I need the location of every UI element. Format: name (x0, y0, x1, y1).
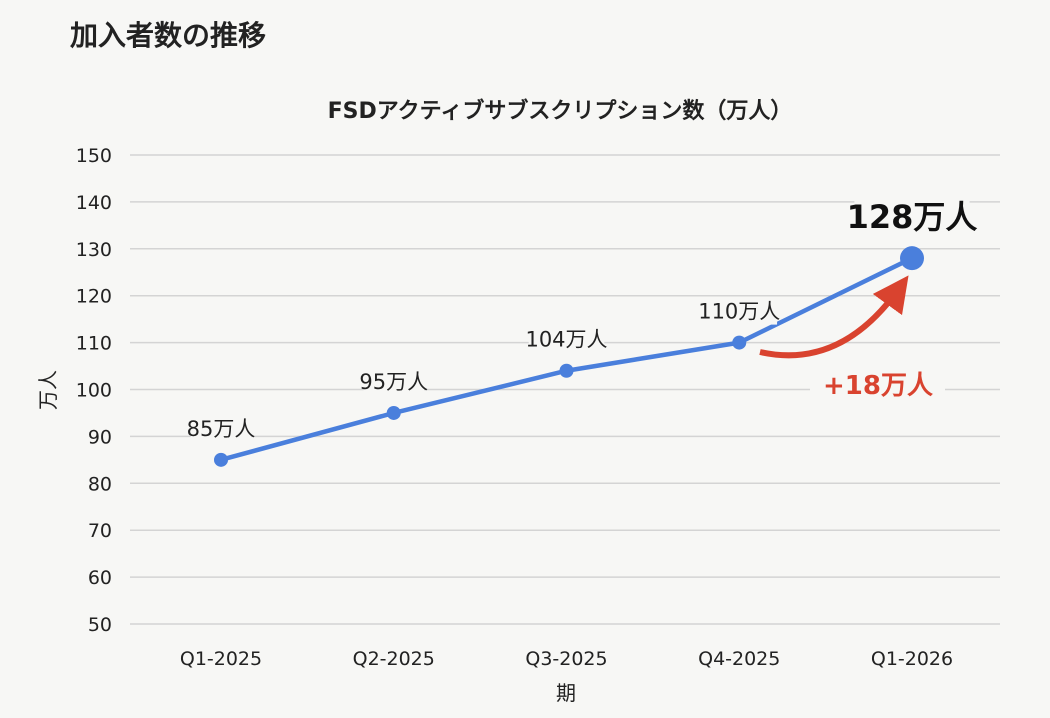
x-axis-label: 期 (556, 681, 576, 705)
chart-title: FSDアクティブサブスクリプション数（万人） (328, 98, 793, 124)
y-tick-label: 50 (88, 614, 112, 636)
data-point (732, 335, 747, 350)
increase-arrow (759, 275, 909, 359)
x-tick-label: Q3-2025 (525, 648, 607, 670)
data-label-bg (701, 299, 778, 325)
y-tick-label: 100 (76, 380, 112, 402)
data-label-bg (190, 416, 252, 442)
data-label: 85万人 (187, 417, 256, 441)
x-tick-label: Q1-2025 (180, 648, 262, 670)
y-tick-label: 90 (88, 426, 112, 448)
data-label-bg (854, 198, 970, 235)
y-tick-label: 150 (76, 145, 112, 167)
data-label: 110万人 (698, 300, 780, 324)
data-point (900, 246, 924, 271)
data-label: 128万人 (847, 198, 978, 236)
y-tick-label: 110 (76, 333, 112, 355)
data-point (214, 452, 228, 467)
page-title: 加入者数の推移 (70, 19, 267, 52)
data-point (559, 363, 574, 378)
series-line (220, 256, 913, 463)
x-tick-label: Q1-2026 (871, 648, 953, 670)
y-tick-label: 60 (88, 567, 112, 589)
y-axis-label: 万人 (36, 370, 60, 410)
y-tick-label: 130 (76, 239, 112, 261)
x-tick-label: Q2-2025 (353, 648, 435, 670)
y-tick-label: 140 (76, 192, 112, 214)
data-label: 95万人 (359, 370, 428, 394)
y-tick-label: 70 (88, 520, 112, 542)
data-label-bg (528, 327, 605, 353)
annotation-bg (810, 364, 945, 402)
y-tick-label: 80 (88, 473, 112, 495)
y-tick-label: 120 (76, 286, 112, 308)
data-label: 104万人 (525, 328, 607, 352)
data-point (386, 405, 401, 420)
data-label-bg (363, 369, 424, 395)
increase-annotation: +18万人 (823, 371, 933, 401)
x-tick-label: Q4-2025 (698, 648, 780, 670)
